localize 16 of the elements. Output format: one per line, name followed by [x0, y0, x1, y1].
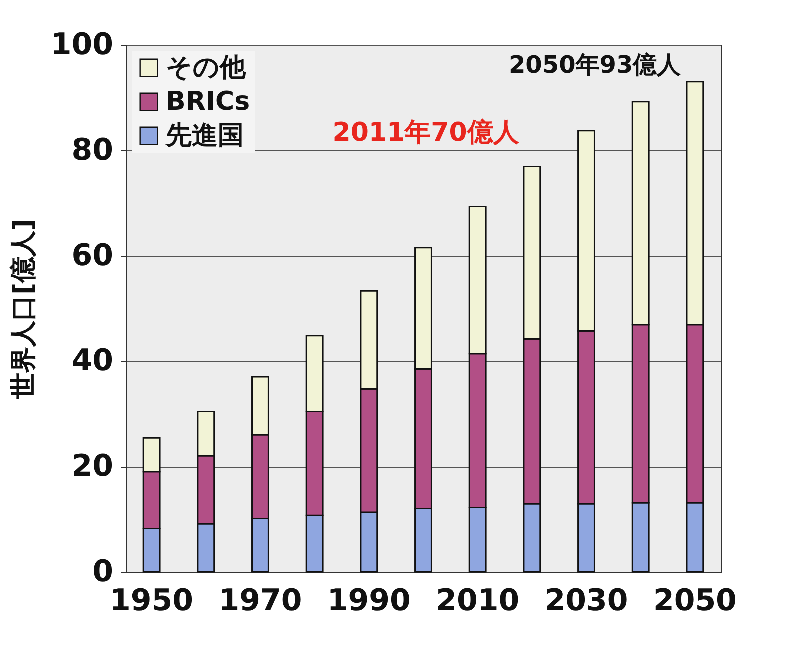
legend-label: 先進国 — [165, 121, 244, 151]
y-tick-label: 40 — [72, 344, 114, 379]
annotation: 2011年70億人 — [332, 118, 520, 148]
x-tick-label: 1970 — [218, 584, 302, 618]
x-tick-label: 2030 — [544, 584, 628, 618]
x-tick-label: 2050 — [653, 584, 737, 618]
legend-label: BRICs — [166, 87, 250, 117]
legend-label: その他 — [166, 53, 247, 83]
x-tick-label: 1990 — [327, 584, 411, 618]
y-axis-title: 世界人口[億人] — [8, 219, 39, 400]
x-tick-label: 2010 — [436, 584, 520, 618]
annotation: 2050年93億人 — [508, 50, 682, 79]
y-tick-label: 100 — [50, 28, 114, 62]
y-tick-label: 60 — [72, 238, 114, 274]
y-tick-label: 20 — [72, 449, 114, 484]
y-tick-label: 80 — [72, 132, 114, 168]
